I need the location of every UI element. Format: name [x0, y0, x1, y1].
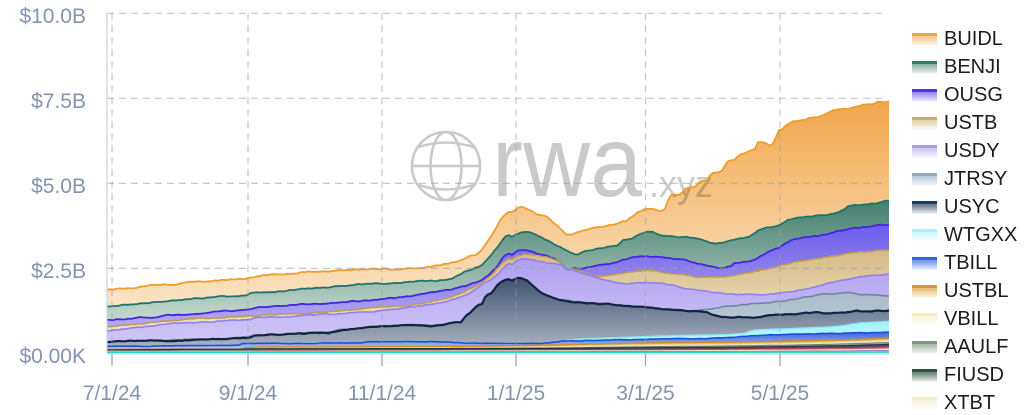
svg-text:5/1/25: 5/1/25	[751, 382, 809, 405]
svg-text:WTGXX: WTGXX	[944, 224, 1017, 246]
svg-text:USDY: USDY	[944, 140, 1000, 162]
svg-text:USTBL: USTBL	[944, 280, 1008, 302]
svg-text:3/1/25: 3/1/25	[616, 382, 674, 405]
svg-text:XTBT: XTBT	[944, 392, 995, 414]
svg-text:OUSG: OUSG	[944, 84, 1003, 106]
svg-text:11/1/24: 11/1/24	[348, 382, 417, 405]
svg-text:BENJI: BENJI	[944, 56, 1001, 78]
svg-text:9/1/24: 9/1/24	[219, 382, 278, 405]
svg-text:$10.0B: $10.0B	[19, 5, 86, 28]
svg-text:USTB: USTB	[944, 112, 997, 134]
svg-text:USYC: USYC	[944, 196, 1000, 218]
svg-text:JTRSY: JTRSY	[944, 168, 1007, 190]
svg-text:1/1/25: 1/1/25	[487, 382, 545, 405]
svg-text:$2.5B: $2.5B	[31, 260, 86, 283]
svg-text:BUIDL: BUIDL	[944, 28, 1003, 50]
svg-text:$0.00K: $0.00K	[19, 345, 86, 368]
svg-text:.xyz: .xyz	[649, 164, 713, 206]
svg-text:$5.0B: $5.0B	[31, 175, 86, 198]
svg-text:VBILL: VBILL	[944, 308, 998, 330]
svg-text:7/1/24: 7/1/24	[83, 382, 142, 405]
svg-text:$7.5B: $7.5B	[31, 90, 86, 113]
svg-text:AAULF: AAULF	[944, 336, 1008, 358]
svg-text:rwa: rwa	[492, 106, 642, 218]
svg-text:FIUSD: FIUSD	[944, 364, 1004, 386]
svg-text:TBILL: TBILL	[944, 252, 997, 274]
